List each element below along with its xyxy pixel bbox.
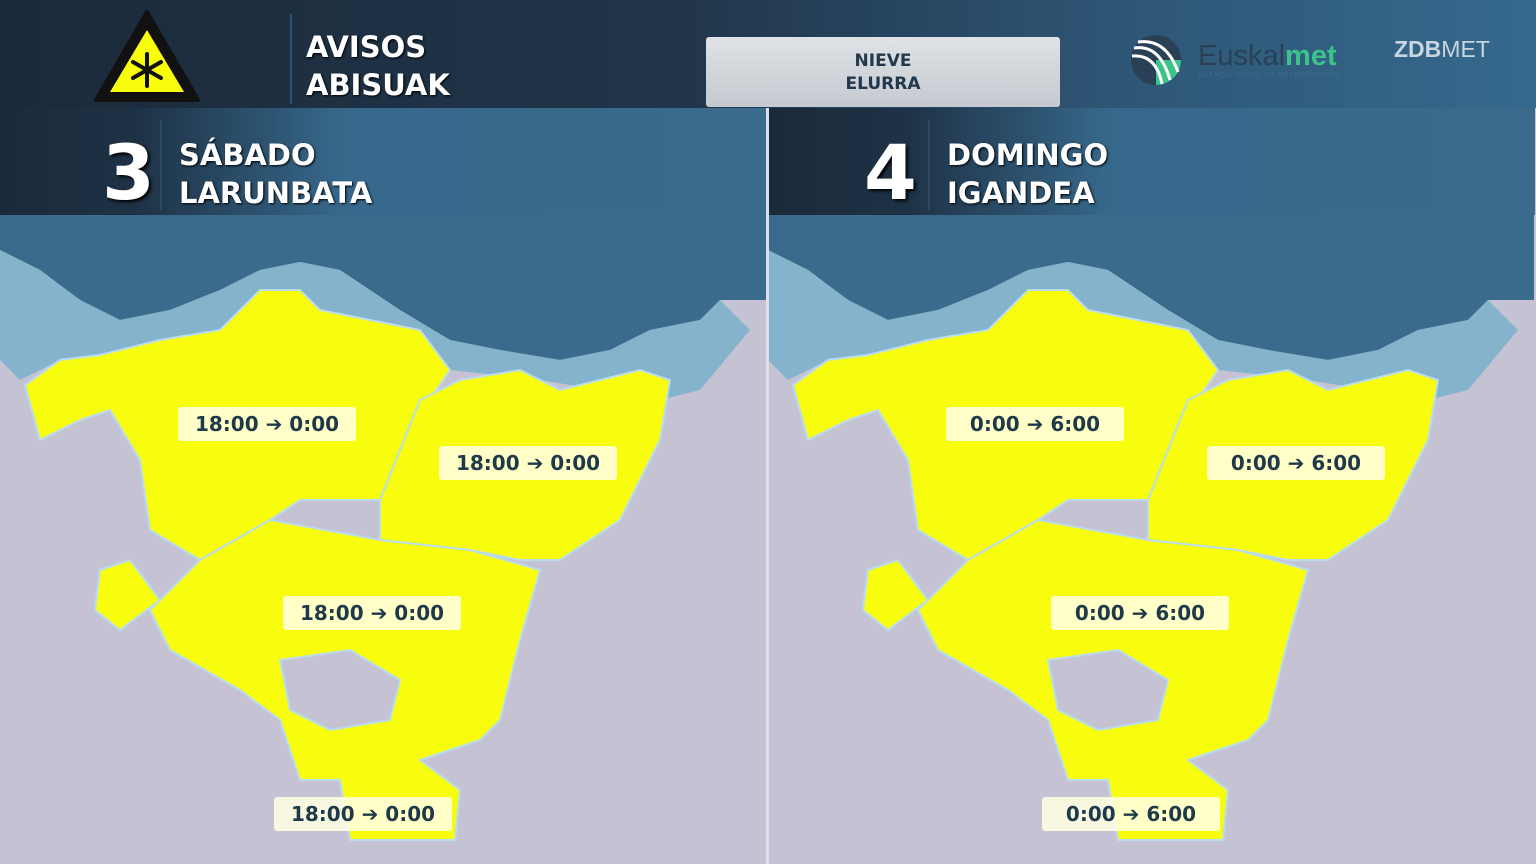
map-panel-2 xyxy=(767,214,1535,841)
time-label-araba: 0:00 ➔ 6:00 xyxy=(1051,596,1229,630)
euskalmet-logo: Euskalmet AGENCIA VASCA DE METEOROLOGIA xyxy=(1130,34,1340,86)
time-label-south: 0:00 ➔ 6:00 xyxy=(1042,797,1220,831)
day-name: DOMINGO IGANDEA xyxy=(947,138,1109,210)
day-name: SÁBADO LARUNBATA xyxy=(179,138,373,210)
euskalmet-logo-icon xyxy=(1131,35,1181,85)
time-label-bizkaia: 18:00 ➔ 0:00 xyxy=(178,407,356,441)
snow-warning-triangle-icon xyxy=(94,10,200,102)
time-label-araba: 18:00 ➔ 0:00 xyxy=(283,596,461,630)
time-label-gipuzkoa: 0:00 ➔ 6:00 xyxy=(1207,446,1385,480)
day-number: 4 xyxy=(864,128,917,217)
day-separator xyxy=(928,120,930,210)
header-separator xyxy=(290,14,292,104)
day-separator xyxy=(160,120,162,210)
page-title: AVISOS ABISUAK xyxy=(306,30,450,102)
day-bar-2 xyxy=(769,108,1535,215)
time-label-gipuzkoa: 18:00 ➔ 0:00 xyxy=(439,446,617,480)
zdbmet-logo: ZDBMET xyxy=(1394,36,1490,62)
day-bar-1 xyxy=(0,108,766,215)
time-label-south: 18:00 ➔ 0:00 xyxy=(274,797,452,831)
time-label-bizkaia: 0:00 ➔ 6:00 xyxy=(946,407,1124,441)
map-panel-1 xyxy=(0,214,767,841)
warning-type-badge: NIEVE ELURRA xyxy=(706,37,1060,107)
panel-divider xyxy=(766,108,769,864)
day-number: 3 xyxy=(102,128,155,217)
